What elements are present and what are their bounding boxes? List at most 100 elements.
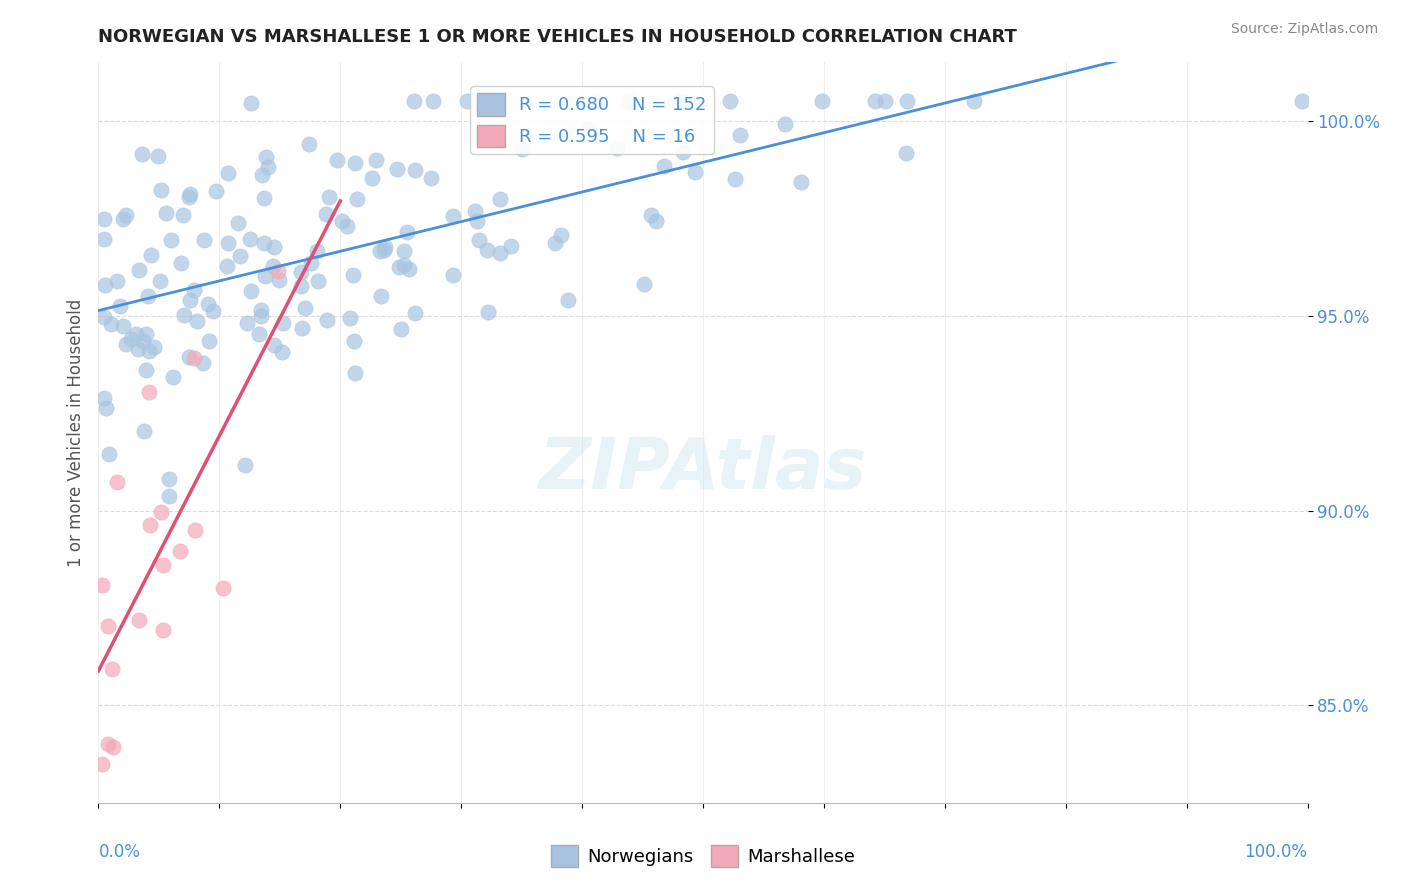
Point <box>724 171 747 186</box>
Point <box>112 318 135 333</box>
Point <box>128 263 150 277</box>
Text: 0.0%: 0.0% <box>98 843 141 861</box>
Point <box>149 183 172 197</box>
Point <box>138 344 160 359</box>
Point <box>640 208 662 222</box>
Text: Source: ZipAtlas.com: Source: ZipAtlas.com <box>1230 22 1378 37</box>
Y-axis label: 1 or more Vehicles in Household: 1 or more Vehicles in Household <box>66 299 84 566</box>
Point <box>159 233 181 247</box>
Point <box>464 203 486 218</box>
Point <box>98 446 121 460</box>
Point <box>179 293 201 308</box>
Point <box>576 121 599 136</box>
Point <box>136 288 159 302</box>
Point <box>606 141 628 155</box>
Point <box>90 578 112 592</box>
Point <box>343 366 366 380</box>
Point <box>193 356 215 370</box>
Point <box>111 212 134 227</box>
Point <box>173 308 195 322</box>
Point <box>105 475 128 489</box>
Point <box>253 236 276 251</box>
Point <box>468 233 491 247</box>
Point <box>326 153 349 167</box>
Point <box>97 737 120 751</box>
Point <box>157 472 180 486</box>
Point <box>236 316 259 330</box>
Point <box>149 274 172 288</box>
Point <box>315 207 337 221</box>
Point <box>307 273 329 287</box>
Point <box>91 756 114 771</box>
Point <box>254 268 277 283</box>
Point <box>217 235 239 250</box>
Point <box>773 117 796 131</box>
Point <box>250 168 273 182</box>
Point <box>499 239 522 253</box>
Point <box>633 277 655 291</box>
Point <box>318 190 340 204</box>
Point <box>100 317 122 331</box>
Point <box>510 141 533 155</box>
Point <box>392 244 415 258</box>
Point <box>489 192 512 206</box>
Point <box>148 148 170 162</box>
Point <box>644 214 666 228</box>
Point <box>263 240 285 254</box>
Point <box>342 268 364 282</box>
Point <box>672 145 695 159</box>
Point <box>211 582 233 596</box>
Point <box>93 212 115 227</box>
Point <box>179 187 201 202</box>
Point <box>97 619 120 633</box>
Point <box>179 350 201 364</box>
Point <box>404 163 426 178</box>
Point <box>204 184 226 198</box>
Point <box>465 214 488 228</box>
Point <box>149 505 172 519</box>
Point <box>263 338 285 352</box>
Point <box>240 95 263 110</box>
Point <box>270 345 292 359</box>
Point <box>197 297 219 311</box>
Point <box>125 326 148 341</box>
Point <box>544 235 567 250</box>
Point <box>135 362 157 376</box>
Point <box>307 244 329 258</box>
Point <box>550 227 572 242</box>
Point <box>162 369 184 384</box>
Point <box>170 256 193 270</box>
Point <box>963 95 986 109</box>
Point <box>672 95 695 109</box>
Point <box>262 259 284 273</box>
Point <box>1291 95 1313 109</box>
Point <box>299 256 322 270</box>
Point <box>198 334 221 348</box>
Point <box>343 156 366 170</box>
Point <box>339 310 361 325</box>
Text: NORWEGIAN VS MARSHALLESE 1 OR MORE VEHICLES IN HOUSEHOLD CORRELATION CHART: NORWEGIAN VS MARSHALLESE 1 OR MORE VEHIC… <box>98 28 1018 45</box>
Point <box>402 95 425 109</box>
Point <box>374 240 396 254</box>
Point <box>617 95 640 109</box>
Point <box>290 265 312 279</box>
Point <box>155 205 177 219</box>
Point <box>228 216 250 230</box>
Text: 100.0%: 100.0% <box>1244 843 1308 861</box>
Point <box>894 146 917 161</box>
Point <box>128 613 150 627</box>
Point <box>456 95 478 109</box>
Point <box>488 246 510 260</box>
Point <box>683 165 706 179</box>
Point <box>157 489 180 503</box>
Point <box>728 128 751 142</box>
Point <box>250 303 273 318</box>
Point <box>120 332 142 346</box>
Point <box>291 320 314 334</box>
Point <box>135 327 157 342</box>
Point <box>343 334 366 348</box>
Point <box>184 523 207 537</box>
Text: ZIPAtlas: ZIPAtlas <box>538 435 868 504</box>
Point <box>142 340 165 354</box>
Point <box>94 401 117 416</box>
